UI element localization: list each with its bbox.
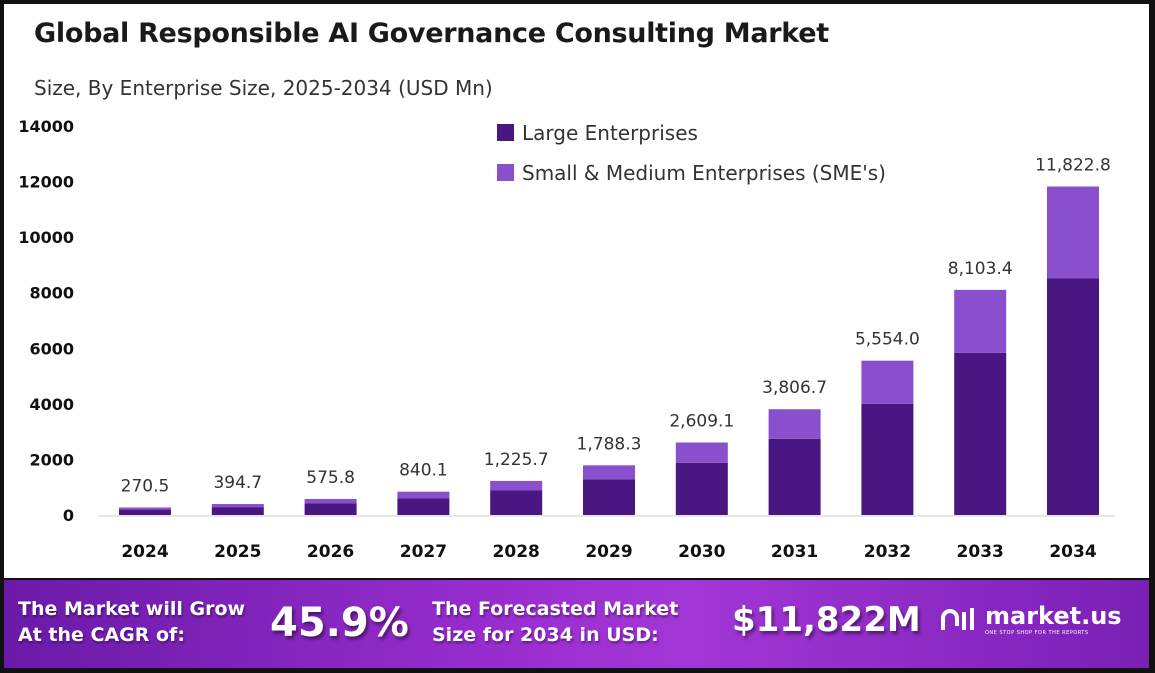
x-tick-label: 2025 <box>214 542 261 562</box>
x-tick-label: 2026 <box>307 542 354 562</box>
cagr-value: 45.9% <box>270 600 409 646</box>
cagr-label-line2: At the CAGR of: <box>18 624 185 646</box>
bar-segment-sme <box>211 504 264 508</box>
legend-label: Small & Medium Enterprises (SME's) <box>522 161 886 185</box>
y-tick-label: 8000 <box>29 284 74 303</box>
cagr-label: The Market will Grow At the CAGR of: <box>18 596 245 648</box>
x-tick-label: 2033 <box>957 542 1004 562</box>
legend-swatch <box>497 164 514 181</box>
bar-segment-sme <box>954 289 1007 353</box>
legend-label: Large Enterprises <box>522 121 698 145</box>
forecast-label-line2: Size for 2034 in USD: <box>432 624 659 646</box>
bar-chart: 0 2000 4000 6000 8000 10000 12000 14000 270.5 202… <box>18 117 1115 562</box>
data-label: 394.7 <box>213 473 262 493</box>
x-tick-label: 2027 <box>400 542 447 562</box>
x-tick-label: 2030 <box>678 542 725 562</box>
data-label: 3,806.7 <box>762 378 827 398</box>
x-tick-label: 2028 <box>493 542 540 562</box>
forecast-label-line1: The Forecasted Market <box>432 598 679 620</box>
x-tick-label: 2032 <box>864 542 911 562</box>
data-label: 2,609.1 <box>669 412 734 432</box>
bar-segment-large <box>954 352 1007 515</box>
y-tick-label: 0 <box>63 506 74 525</box>
y-tick-label: 14000 <box>18 117 74 136</box>
data-label: 575.8 <box>306 468 355 488</box>
bar-segment-sme <box>397 491 450 499</box>
bar-segment-large <box>304 503 357 515</box>
bar-segment-large <box>1047 278 1099 515</box>
bar-segment-sme <box>675 442 728 463</box>
summary-banner: The Market will Grow At the CAGR of: 45.… <box>4 580 1149 668</box>
chart-title: Global Responsible AI Governance Consult… <box>34 18 829 49</box>
forecast-value: $11,822M <box>732 600 921 640</box>
bar-segment-large <box>211 507 264 515</box>
data-label: 1,788.3 <box>577 434 642 454</box>
bar-segment-large <box>490 490 543 515</box>
chart-subtitle: Size, By Enterprise Size, 2025-2034 (USD… <box>34 76 493 100</box>
data-label: 11,822.8 <box>1035 155 1111 175</box>
bar-segment-large <box>675 462 728 515</box>
bar-segment-sme <box>490 480 543 491</box>
bar-segment-sme <box>583 465 635 480</box>
legend-swatch <box>497 124 514 141</box>
bar-segment-sme <box>119 507 171 510</box>
logo-mark-icon <box>941 608 974 630</box>
bar-segment-sme <box>304 498 357 504</box>
bar-segment-large <box>397 498 450 515</box>
y-tick-label: 4000 <box>29 395 74 414</box>
bar-segment-sme <box>768 409 821 439</box>
data-label: 840.1 <box>399 461 448 481</box>
cagr-label-line1: The Market will Grow <box>18 598 246 620</box>
y-tick-label: 2000 <box>29 450 74 469</box>
logo-tagline: ONE STOP SHOP FOR THE REPORTS <box>985 630 1089 636</box>
y-tick-label: 6000 <box>29 339 74 358</box>
bar-segment-large <box>119 509 171 515</box>
market-us-logo: market.us ONE STOP SHOP FOR THE REPORTS <box>939 602 1122 636</box>
bar-segment-large <box>583 479 635 515</box>
forecast-label: The Forecasted Market Size for 2034 in U… <box>432 596 678 648</box>
bar-segment-large <box>768 438 821 515</box>
data-label: 5,554.0 <box>855 330 920 350</box>
y-tick-label: 10000 <box>18 228 74 247</box>
x-tick-label: 2024 <box>121 542 168 562</box>
data-label: 1,225.7 <box>484 450 549 470</box>
data-label: 8,103.4 <box>948 259 1013 279</box>
logo-text: market.us <box>985 602 1122 630</box>
bar-segment-sme <box>1047 186 1099 279</box>
y-tick-label: 12000 <box>18 173 74 192</box>
x-tick-label: 2029 <box>585 542 632 562</box>
data-label: 270.5 <box>121 476 170 496</box>
bar-segment-large <box>861 403 914 515</box>
bar-segment-sme <box>861 360 914 404</box>
x-tick-label: 2031 <box>771 542 818 562</box>
x-tick-label: 2034 <box>1049 542 1096 562</box>
